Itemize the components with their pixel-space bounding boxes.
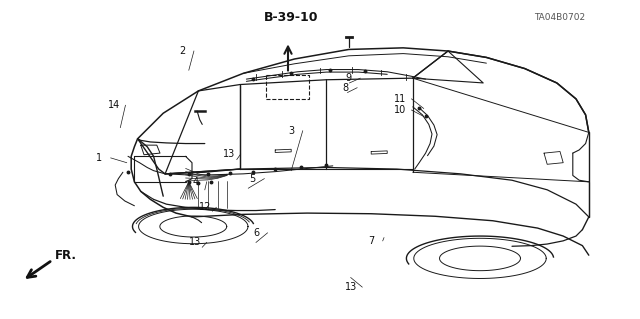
Text: 2: 2 <box>179 46 186 56</box>
Text: 12: 12 <box>198 202 211 212</box>
Text: TA04B0702: TA04B0702 <box>534 13 586 22</box>
Text: 13: 13 <box>189 237 202 248</box>
Text: 10: 10 <box>394 105 406 115</box>
Text: 4: 4 <box>192 177 198 187</box>
Text: 13: 13 <box>344 282 357 292</box>
Text: 5: 5 <box>250 174 256 184</box>
Text: 7: 7 <box>368 236 374 246</box>
Text: 6: 6 <box>253 228 259 238</box>
Text: 1: 1 <box>96 153 102 163</box>
Text: 14: 14 <box>108 100 120 110</box>
Text: 11: 11 <box>394 94 406 104</box>
Text: B-39-10: B-39-10 <box>264 11 319 24</box>
Text: 3: 3 <box>288 126 294 136</box>
Bar <box>266 75 309 99</box>
Text: 8: 8 <box>342 83 349 93</box>
Text: FR.: FR. <box>54 249 76 262</box>
Text: 13: 13 <box>223 149 236 159</box>
Text: 9: 9 <box>346 73 352 83</box>
